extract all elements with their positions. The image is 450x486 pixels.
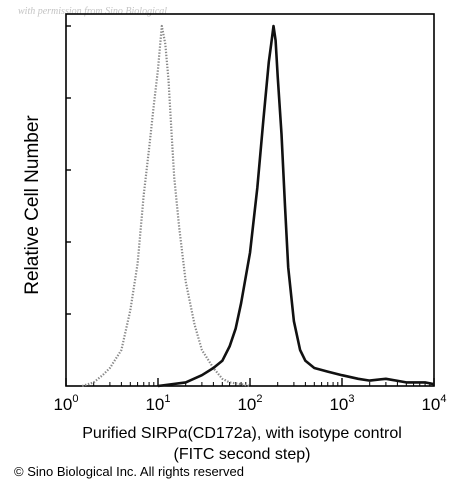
x-tick-label-4: 104 [421, 393, 446, 414]
y-axis-label: Relative Cell Number [22, 115, 43, 295]
x-tick-exponent-0: 0 [72, 393, 78, 405]
x-tick-exponent-1: 1 [164, 393, 170, 405]
copyright-text: © Sino Biological Inc. All rights reserv… [14, 464, 244, 479]
x-tick-exponent-3: 3 [348, 393, 354, 405]
x-axis-label-line2: (FITC second step) [174, 446, 311, 463]
plot-frame [65, 13, 435, 387]
x-tick-label-3: 103 [329, 393, 354, 414]
x-axis-ticks: 100 101 102 103 104 [53, 378, 447, 414]
x-tick-label-1: 101 [145, 393, 170, 414]
x-tick-label-0: 100 [53, 393, 78, 414]
x-axis-label-line1: Purified SIRPα(CD172a), with isotype con… [82, 425, 402, 442]
x-tick-label-2: 102 [237, 393, 262, 414]
plot-area: 100 101 102 103 104 [53, 13, 447, 414]
x-tick-exponent-2: 2 [256, 393, 262, 405]
sirp-alpha-curve [157, 24, 435, 388]
series-layer [81, 24, 435, 388]
isotype-control-curve [81, 24, 251, 388]
watermark-text: with permission from Sino Biological [18, 6, 168, 17]
y-axis-ticks [66, 25, 71, 315]
x-tick-exponent-4: 4 [440, 393, 446, 405]
